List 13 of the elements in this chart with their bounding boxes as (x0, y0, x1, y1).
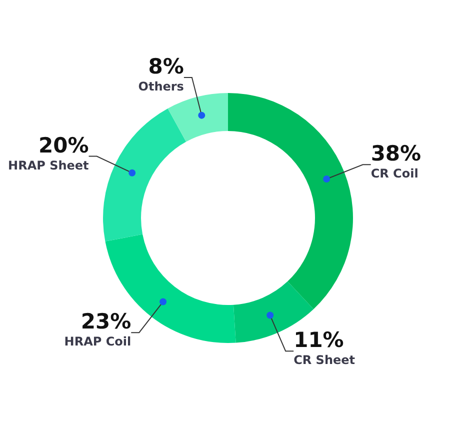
slice-label: CR Coil (370, 166, 418, 181)
donut-slice (103, 108, 186, 242)
data-label: 38% (370, 142, 422, 166)
donut-slice (228, 93, 353, 310)
slice-label: CR Sheet (294, 353, 356, 368)
data-label: 23% (80, 310, 132, 334)
donut-slice (168, 93, 228, 142)
slice-label: HRAP Coil (64, 334, 132, 349)
data-label: 8% (148, 54, 184, 79)
slice-label: HRAP Sheet (8, 158, 90, 172)
data-label: 20% (38, 133, 89, 158)
slice-label: Others (138, 80, 184, 94)
data-label: 11% (294, 328, 344, 352)
